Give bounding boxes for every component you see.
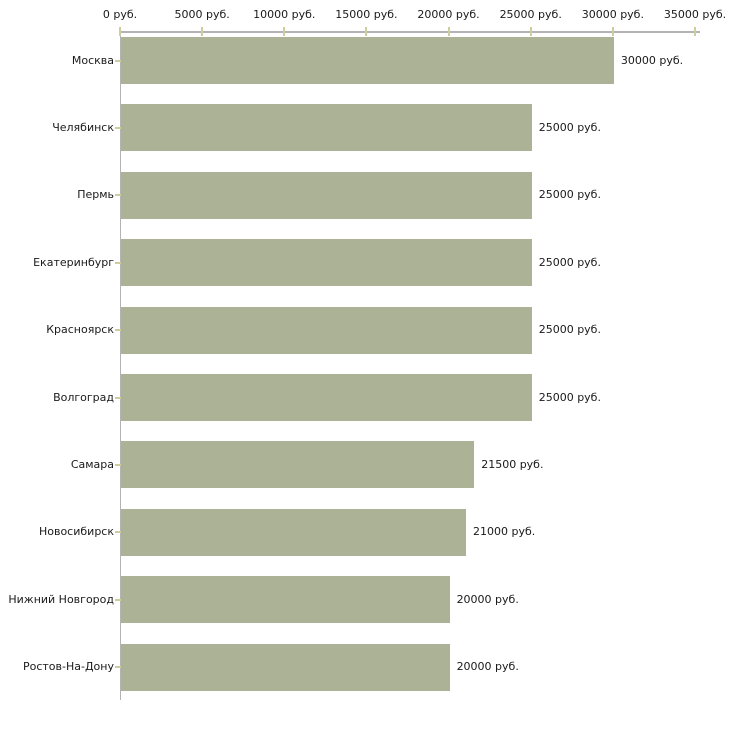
value-label: 20000 руб. xyxy=(456,660,519,674)
x-axis-tick xyxy=(201,27,204,36)
y-axis-tick xyxy=(115,396,122,399)
category-label: Нижний Новгород xyxy=(8,592,114,606)
value-label: 25000 руб. xyxy=(538,323,601,337)
y-axis-tick xyxy=(115,329,122,332)
category-label: Челябинск xyxy=(52,120,114,134)
x-axis-tick-label: 20000 руб. xyxy=(417,8,480,21)
y-axis-tick xyxy=(115,598,122,601)
bar xyxy=(121,306,532,354)
bar xyxy=(121,239,532,287)
category-label: Москва xyxy=(71,53,114,67)
y-axis-tick xyxy=(115,463,122,466)
x-axis-tick xyxy=(611,27,614,36)
x-axis-tick xyxy=(447,27,450,36)
bar xyxy=(121,576,450,624)
x-axis-tick-label: 25000 руб. xyxy=(499,8,562,21)
x-axis-tick xyxy=(283,27,286,36)
y-axis-tick xyxy=(115,126,122,129)
value-label: 25000 руб. xyxy=(538,390,601,404)
x-axis-tick-label: 35000 руб. xyxy=(663,8,727,21)
category-label: Красноярск xyxy=(46,323,114,337)
value-label: 25000 руб. xyxy=(538,120,601,134)
y-axis-tick xyxy=(115,666,122,669)
bar xyxy=(121,643,450,691)
category-label: Ростов-На-Дону xyxy=(22,660,114,674)
category-label: Пермь xyxy=(77,188,114,202)
x-axis-tick-label: 15000 руб. xyxy=(335,8,398,21)
bar xyxy=(121,171,532,219)
bar xyxy=(121,374,532,421)
y-axis-tick xyxy=(115,194,122,197)
category-label: Самара xyxy=(70,457,114,471)
x-axis-tick xyxy=(694,27,696,36)
value-label: 21500 руб. xyxy=(481,457,544,471)
y-axis-tick xyxy=(115,531,122,534)
x-axis-tick-label: 10000 руб. xyxy=(253,8,316,21)
y-axis-line xyxy=(120,31,121,700)
value-label: 30000 руб. xyxy=(620,53,684,67)
x-axis-tick xyxy=(529,27,532,36)
x-axis-tick xyxy=(119,27,121,36)
y-axis-tick xyxy=(115,261,122,264)
category-label: Новосибирск xyxy=(38,525,114,539)
bar xyxy=(121,37,614,84)
x-axis-tick xyxy=(365,27,368,36)
bar xyxy=(121,441,475,489)
x-axis-line xyxy=(120,31,700,33)
value-label: 20000 руб. xyxy=(456,592,519,606)
value-label: 21000 руб. xyxy=(473,525,536,539)
value-label: 25000 руб. xyxy=(538,255,601,269)
x-axis-tick-label: 30000 руб. xyxy=(581,8,644,21)
x-axis-tick-label: 0 руб. xyxy=(102,8,138,21)
y-axis-tick xyxy=(115,59,122,62)
bar xyxy=(121,508,466,556)
category-label: Волгоград xyxy=(53,390,114,404)
value-label: 25000 руб. xyxy=(538,188,601,202)
bar xyxy=(121,104,532,152)
category-label: Екатеринбург xyxy=(33,255,114,269)
x-axis-tick-label: 5000 руб. xyxy=(174,8,230,21)
